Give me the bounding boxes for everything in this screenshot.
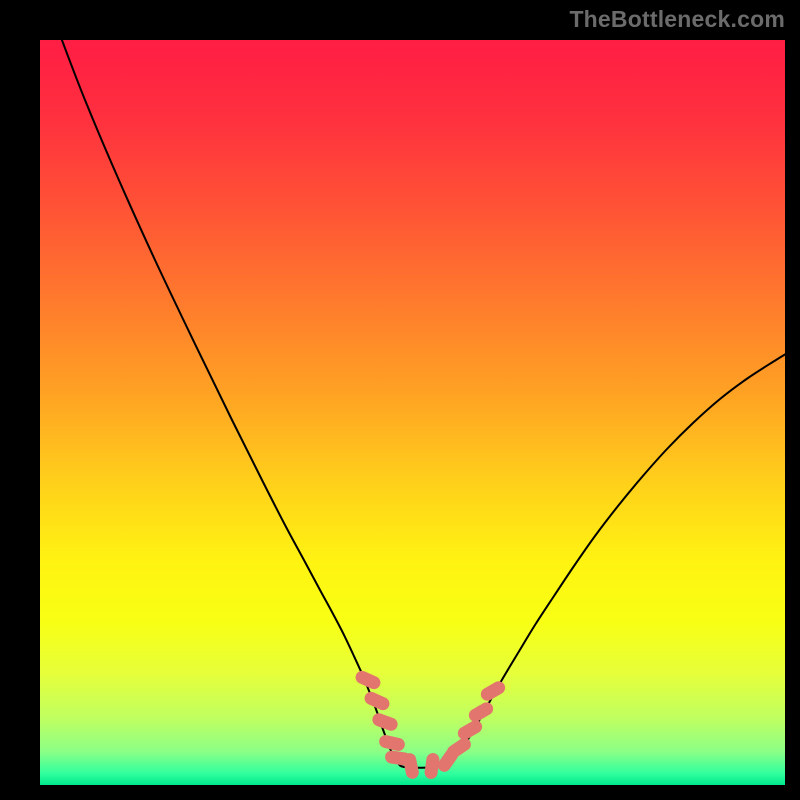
curve-marker <box>478 679 507 703</box>
curve-marker <box>466 700 495 724</box>
bottleneck-curve-chart <box>40 40 785 785</box>
curve-markers <box>353 669 507 780</box>
curve-marker <box>371 711 400 732</box>
curve-marker <box>402 752 420 780</box>
curve-marker <box>455 718 484 742</box>
curve-marker <box>424 752 440 780</box>
watermark-text: TheBottleneck.com <box>569 6 785 33</box>
bottleneck-curve <box>60 40 785 768</box>
curve-marker <box>362 690 391 712</box>
curve-marker <box>378 734 406 753</box>
